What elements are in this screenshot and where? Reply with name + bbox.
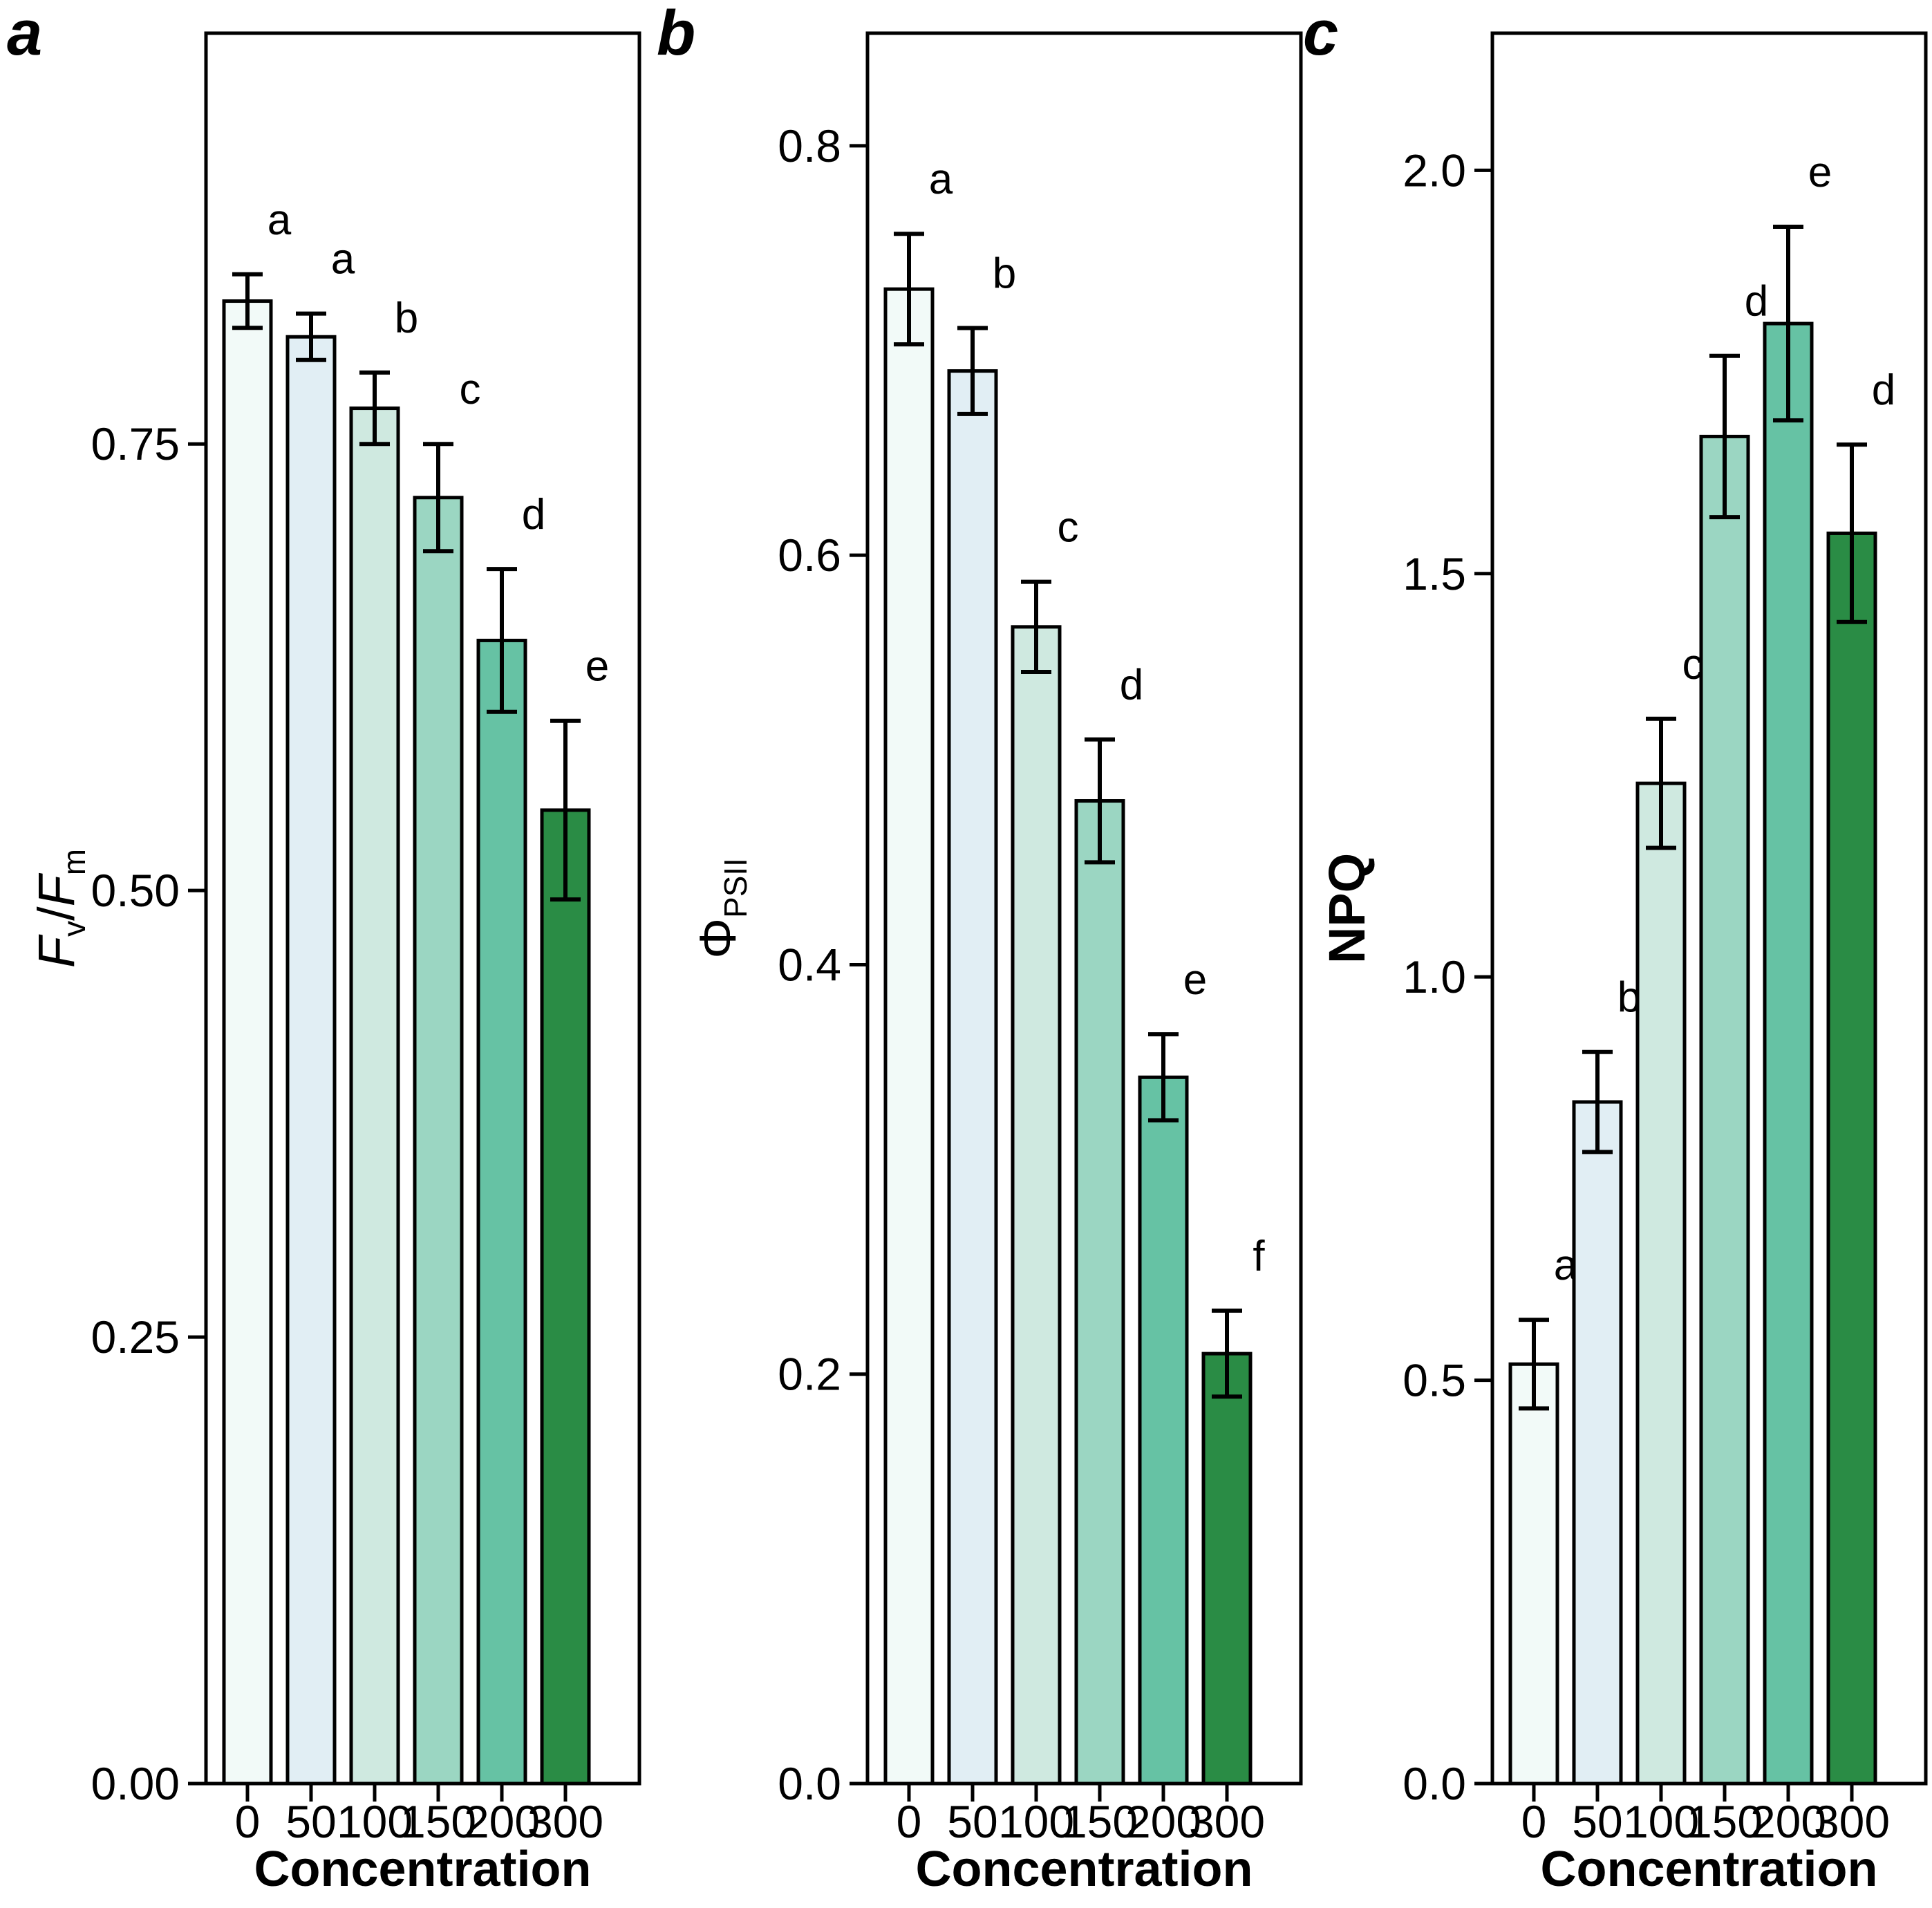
x-tick-label-a-50: 50	[285, 1796, 336, 1847]
x-tick-label-b-200: 200	[1125, 1796, 1201, 1847]
bar-b-0	[883, 287, 935, 1786]
x-tick-label-c-50: 50	[1572, 1796, 1622, 1847]
sig-letter-b-100: c	[1058, 504, 1079, 552]
bar-a-150	[413, 496, 464, 1786]
x-tick-label-b-50: 50	[947, 1796, 997, 1847]
bar-c-200	[1763, 321, 1814, 1786]
sig-letter-b-50: b	[993, 250, 1016, 297]
sig-letter-a-100: b	[395, 294, 418, 342]
y-tick-label-c: 1.0	[1403, 951, 1466, 1002]
x-tick-label-c-150: 150	[1687, 1796, 1763, 1847]
bar-c-150	[1699, 434, 1750, 1786]
y-axis-title-npq: NPQ	[1318, 852, 1376, 964]
panel-letter-c: c	[1303, 0, 1339, 68]
sig-letter-a-300: e	[585, 643, 609, 691]
sig-letter-b-150: d	[1120, 662, 1143, 709]
sig-letter-a-50: a	[331, 236, 355, 283]
bar-c-50	[1572, 1100, 1623, 1786]
sig-letter-a-150: c	[460, 366, 481, 413]
y-tick-label-c: 0.5	[1403, 1355, 1466, 1406]
sig-letter-b-300: f	[1253, 1233, 1265, 1280]
x-tick-label-c-100: 100	[1623, 1796, 1699, 1847]
bar-c-300	[1826, 531, 1877, 1786]
y-tick-label-c: 1.5	[1403, 548, 1466, 599]
y-tick-label-b: 0.4	[778, 939, 841, 990]
bar-a-0	[222, 299, 273, 1786]
panel-letter-a: a	[7, 0, 43, 68]
sig-letter-b-200: e	[1183, 956, 1207, 1004]
x-tick-label-c-200: 200	[1750, 1796, 1826, 1847]
bar-b-150	[1074, 799, 1125, 1786]
sig-letter-a-0: a	[268, 196, 292, 244]
y-axis-title-fvfm: Fv/Fm	[28, 848, 92, 969]
bar-c-100	[1635, 781, 1687, 1786]
y-tick-label-b: 0.8	[778, 120, 841, 171]
x-tick-label-a-200: 200	[464, 1796, 540, 1847]
y-tick-label-a: 0.75	[91, 418, 180, 469]
sig-letter-c-300: d	[1872, 366, 1895, 414]
y-tick-label-b: 0.6	[778, 530, 841, 581]
x-tick-label-c-300: 300	[1814, 1796, 1890, 1847]
x-tick-label-a-300: 300	[527, 1796, 603, 1847]
bar-b-100	[1011, 625, 1062, 1786]
bar-a-200	[476, 638, 527, 1786]
x-axis-title-c: Concentration	[1540, 1842, 1878, 1897]
x-axis-title-a: Concentration	[254, 1842, 592, 1897]
x-tick-label-b-0: 0	[897, 1796, 922, 1847]
y-tick-label-a: 0.25	[91, 1311, 180, 1363]
x-tick-label-b-100: 100	[998, 1796, 1074, 1847]
y-tick-label-b: 0.2	[778, 1349, 841, 1400]
y-tick-label-c: 2.0	[1403, 144, 1466, 196]
bar-c-0	[1508, 1362, 1559, 1786]
x-axis-title-b: Concentration	[915, 1842, 1253, 1897]
y-tick-label-a: 0.50	[91, 865, 180, 916]
sig-letter-c-150: d	[1745, 278, 1768, 326]
bar-a-50	[285, 335, 337, 1786]
bar-b-200	[1138, 1075, 1189, 1786]
bar-a-300	[540, 808, 591, 1786]
bar-b-50	[947, 369, 998, 1786]
x-tick-label-a-100: 100	[337, 1796, 413, 1847]
bar-a-100	[349, 406, 400, 1786]
bar-b-300	[1201, 1352, 1253, 1786]
y-tick-label-a: 0.00	[91, 1758, 180, 1809]
panel-letter-b: b	[657, 0, 696, 68]
sig-letter-a-200: d	[522, 491, 545, 539]
y-tick-label-b: 0.0	[778, 1758, 841, 1809]
x-tick-label-c-0: 0	[1521, 1796, 1547, 1847]
sig-letter-c-200: e	[1808, 149, 1832, 196]
x-tick-label-a-0: 0	[235, 1796, 261, 1847]
y-tick-label-c: 0.0	[1403, 1758, 1466, 1809]
y-axis-title-phipsii: ΦPSII	[689, 858, 753, 959]
x-tick-label-b-300: 300	[1189, 1796, 1265, 1847]
x-tick-label-a-150: 150	[400, 1796, 476, 1847]
sig-letter-b-0: a	[929, 156, 953, 203]
x-tick-label-b-150: 150	[1062, 1796, 1138, 1847]
